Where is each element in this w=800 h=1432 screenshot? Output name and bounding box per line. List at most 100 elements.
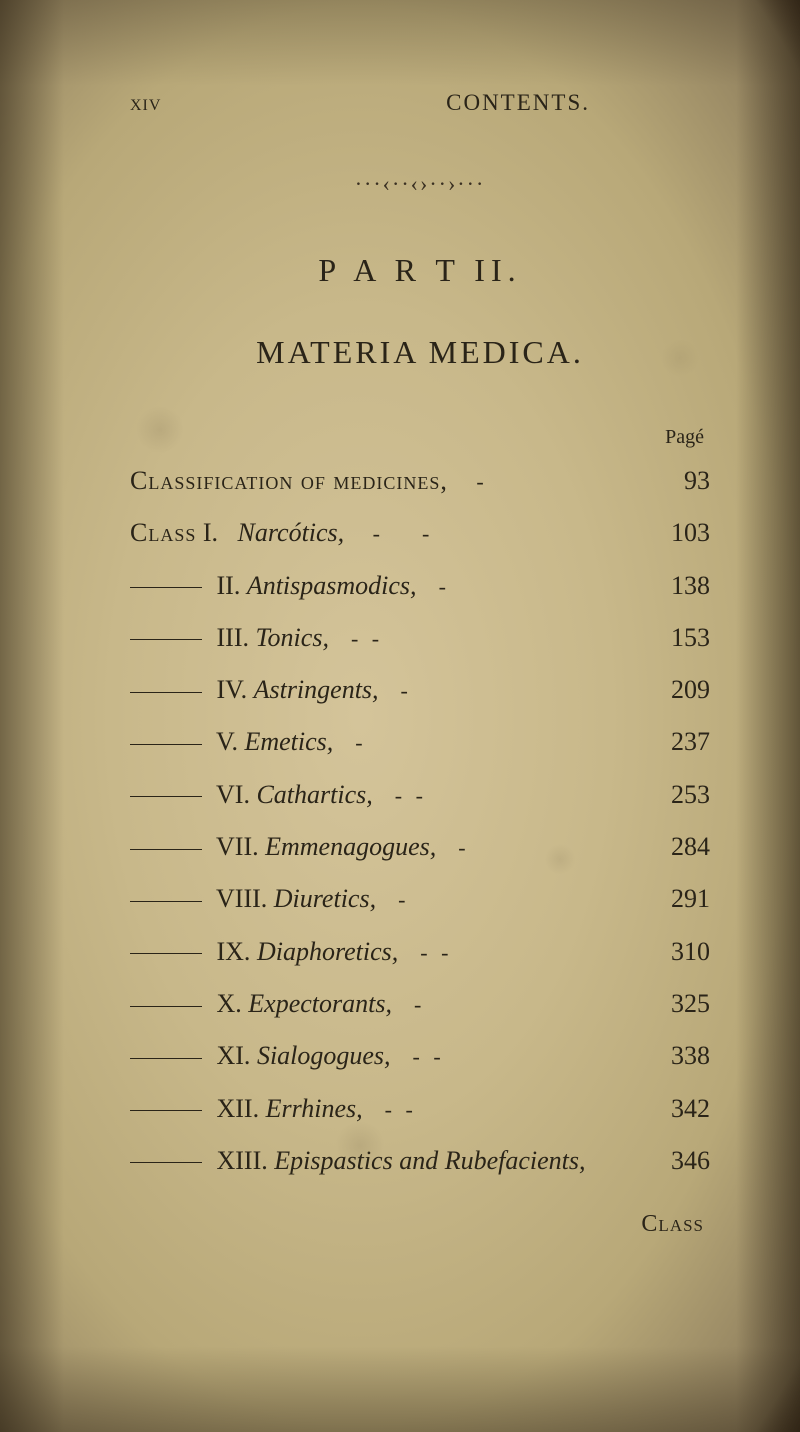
hyphen-sep: - xyxy=(376,887,431,912)
classification-label: Classification of medicines, xyxy=(130,466,448,495)
hyphen-sep: - - xyxy=(351,521,456,546)
page-container: xiv CONTENTS. ···‹··‹›··›··· P A R T II.… xyxy=(0,0,800,1432)
roman-numeral: IX. xyxy=(210,937,257,966)
toc-left: III. Tonics,- - xyxy=(130,618,640,658)
toc-page: 310 xyxy=(640,932,710,972)
main-title: MATERIA MEDICA. xyxy=(130,334,710,371)
roman-numeral: VI. xyxy=(210,780,256,809)
roman-numeral: V. xyxy=(210,727,244,756)
entry-title: Cathartics, xyxy=(256,780,372,809)
toc-left: II. Antispasmodics,- xyxy=(130,566,640,606)
toc-line: VII. Emmenagogues,-284 xyxy=(130,827,710,867)
ornament-divider: ···‹··‹›··›··· xyxy=(130,171,710,197)
entry-title: Antispasmodics, xyxy=(247,571,417,600)
hyphen-sep: - xyxy=(417,574,472,599)
leader-dash xyxy=(130,901,202,902)
leader-dash xyxy=(130,1058,202,1059)
roman-numeral: I. xyxy=(203,518,218,547)
hyphen-sep: - xyxy=(392,992,447,1017)
leader-dash xyxy=(130,796,202,797)
toc-line: X. Expectorants,- 325 xyxy=(130,984,710,1024)
toc-page: 346 xyxy=(640,1141,710,1181)
hyphen-sep: - xyxy=(454,469,509,494)
toc-page: 103 xyxy=(640,513,710,553)
toc-page: 284 xyxy=(640,827,710,867)
toc-left: VIII. Diuretics,- xyxy=(130,879,640,919)
toc-left: VI. Cathartics,- - xyxy=(130,775,640,815)
page-number-roman: xiv xyxy=(130,90,161,116)
roman-numeral: VII. xyxy=(210,832,265,861)
toc-left: Classification of medicines, - xyxy=(130,461,640,501)
toc-line: II. Antispasmodics,-138 xyxy=(130,566,710,606)
class-label: Class xyxy=(130,518,196,547)
page-column-label: Pagé xyxy=(130,426,704,449)
toc-page: 338 xyxy=(640,1036,710,1076)
hyphen-sep: - - xyxy=(398,940,474,965)
toc-page: 291 xyxy=(640,879,710,919)
entry-title: Tonics, xyxy=(255,623,328,652)
toc-entries: II. Antispasmodics,-138 III. Tonics,- -1… xyxy=(130,566,710,1182)
toc-page: 93 xyxy=(640,461,710,501)
entry-title: Errhines, xyxy=(266,1094,363,1123)
running-title: CONTENTS. xyxy=(446,90,590,116)
catchword: Class xyxy=(130,1211,704,1238)
toc-left: IX. Diaphoretics,- - xyxy=(130,932,640,972)
part-title: P A R T II. xyxy=(130,252,710,289)
toc-page: 138 xyxy=(640,566,710,606)
toc-line: XI. Sialogogues,- -338 xyxy=(130,1036,710,1076)
toc-line: XIII. Epispastics and Rubefacients,346 xyxy=(130,1141,710,1181)
entry-title: Astringents, xyxy=(254,675,379,704)
roman-numeral: X. xyxy=(210,989,248,1018)
leader-dash xyxy=(130,692,202,693)
roman-numeral: XII. xyxy=(210,1094,266,1123)
roman-numeral: II. xyxy=(210,571,247,600)
toc-left: XI. Sialogogues,- - xyxy=(130,1036,640,1076)
toc-line: VIII. Diuretics,-291 xyxy=(130,879,710,919)
running-head: xiv CONTENTS. xyxy=(130,90,710,116)
entry-title: Diaphoretics, xyxy=(257,937,398,966)
entry-title: Narcótics, xyxy=(238,518,345,547)
toc-left: Class I. Narcótics, - - xyxy=(130,513,640,553)
leader-dash xyxy=(130,744,202,745)
hyphen-sep: - - xyxy=(329,626,405,651)
toc-left: IV. Astringents,- xyxy=(130,670,640,710)
toc-line: III. Tonics,- -153 xyxy=(130,618,710,658)
toc-left: VII. Emmenagogues,- xyxy=(130,827,640,867)
leader-dash xyxy=(130,849,202,850)
toc-page: 325 xyxy=(640,984,710,1024)
hyphen-sep: - - xyxy=(391,1044,467,1069)
entry-title: Diuretics, xyxy=(274,884,376,913)
hyphen-sep: - - xyxy=(363,1097,439,1122)
toc-left: XIII. Epispastics and Rubefacients, xyxy=(130,1141,640,1181)
roman-numeral: IV. xyxy=(210,675,254,704)
entry-title: Emmenagogues, xyxy=(265,832,436,861)
roman-numeral: VIII. xyxy=(210,884,274,913)
toc-page: 342 xyxy=(640,1089,710,1129)
toc-line: XII. Errhines,- -342 xyxy=(130,1089,710,1129)
hyphen-sep: - - xyxy=(373,783,449,808)
hyphen-sep: - xyxy=(436,835,491,860)
entry-title: Sialogogues, xyxy=(257,1041,391,1070)
entry-title: Expectorants, xyxy=(248,989,392,1018)
leader-dash xyxy=(130,1110,202,1111)
entry-title: Epispastics and Rubefacients, xyxy=(274,1146,585,1175)
toc-left: V. Emetics,- xyxy=(130,722,640,762)
leader-dash xyxy=(130,1162,202,1163)
roman-numeral: XI. xyxy=(210,1041,257,1070)
toc-line-classification: Classification of medicines, - 93 xyxy=(130,461,710,501)
hyphen-sep: - xyxy=(333,730,388,755)
toc-page: 209 xyxy=(640,670,710,710)
leader-dash xyxy=(130,639,202,640)
toc-line-class-1: Class I. Narcótics, - - 103 xyxy=(130,513,710,553)
toc-left: XII. Errhines,- - xyxy=(130,1089,640,1129)
toc-line: V. Emetics,-237 xyxy=(130,722,710,762)
hyphen-sep: - xyxy=(379,678,434,703)
leader-dash xyxy=(130,587,202,588)
entry-title: Emetics, xyxy=(244,727,333,756)
toc-page: 153 xyxy=(640,618,710,658)
toc-line: IV. Astringents,-209 xyxy=(130,670,710,710)
toc-page: 253 xyxy=(640,775,710,815)
toc-line: VI. Cathartics,- -253 xyxy=(130,775,710,815)
leader-dash xyxy=(130,953,202,954)
toc-line: IX. Diaphoretics,- -310 xyxy=(130,932,710,972)
